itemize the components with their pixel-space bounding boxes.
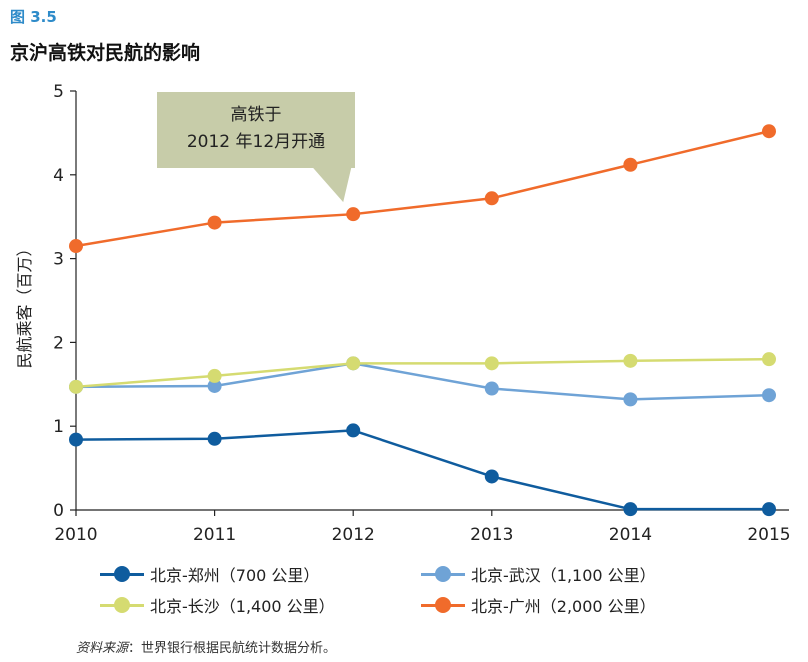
legend-label-zhengzhou: 北京-郑州（700 公里） <box>150 566 320 585</box>
data-point-0-5 <box>762 502 776 517</box>
data-point-3-2 <box>346 207 361 222</box>
legend-label-guangzhou: 北京-广州（2,000 公里） <box>471 597 656 616</box>
data-point-0-0 <box>69 432 83 447</box>
data-point-2-4 <box>623 353 638 368</box>
source-label: 资料来源 <box>76 641 129 656</box>
x-tick-label: 2015 <box>747 525 790 545</box>
y-tick-label: 3 <box>53 250 64 270</box>
legend-item-wuhan: 北京-武汉（1,100 公里） <box>421 562 656 586</box>
x-tick-label: 2014 <box>609 525 652 545</box>
y-tick-label: 1 <box>53 417 64 437</box>
legend-item-zhengzhou: 北京-郑州（700 公里） <box>100 562 319 586</box>
source-text: ：世界银行根据民航统计数据分析。 <box>128 641 337 656</box>
series-line-2 <box>75 357 770 389</box>
data-point-0-3 <box>484 469 499 484</box>
x-tick-label: 2011 <box>193 525 236 545</box>
data-point-0-4 <box>623 502 638 517</box>
annotation-text: 2012 年12月开通 <box>187 132 325 152</box>
legend-marker-wuhan <box>421 566 465 582</box>
data-point-2-3 <box>484 356 499 371</box>
data-point-3-4 <box>623 157 638 172</box>
legend-marker-changsha <box>100 597 144 613</box>
series-line-0 <box>75 429 769 511</box>
series-line-3 <box>75 130 770 248</box>
legend-marker-zhengzhou <box>100 566 144 582</box>
figure-title: 京沪高铁对民航的影响 <box>10 42 201 64</box>
data-point-3-0 <box>69 239 83 254</box>
data-point-2-0 <box>69 379 83 394</box>
data-point-2-1 <box>207 368 222 383</box>
data-point-1-1 <box>207 378 222 393</box>
data-point-2-5 <box>762 352 776 367</box>
data-point-2-2 <box>346 356 361 371</box>
y-tick-label: 2 <box>53 333 64 353</box>
x-tick-label: 2012 <box>332 525 375 545</box>
legend-marker-guangzhou <box>421 597 465 613</box>
data-point-3-1 <box>207 215 222 230</box>
data-point-3-5 <box>762 124 776 139</box>
annotation-box <box>157 92 355 203</box>
x-tick-label: 2013 <box>470 525 513 545</box>
data-point-0-2 <box>346 423 361 438</box>
y-tick-label: 4 <box>53 166 64 186</box>
figure-label: 图 3.5 <box>10 8 57 26</box>
y-tick-label: 0 <box>53 501 64 521</box>
legend-label-wuhan: 北京-武汉（1,100 公里） <box>471 566 656 585</box>
data-point-1-3 <box>484 381 499 396</box>
series-line-1 <box>75 362 770 401</box>
x-tick-label: 2010 <box>54 525 97 545</box>
data-point-1-4 <box>623 392 638 407</box>
data-point-1-5 <box>762 388 776 403</box>
source-note: 资料来源：世界银行根据民航统计数据分析。 <box>76 637 336 656</box>
y-tick-label: 5 <box>53 82 64 102</box>
legend-item-guangzhou: 北京-广州（2,000 公里） <box>421 593 656 617</box>
data-point-3-3 <box>484 191 499 206</box>
legend-item-changsha: 北京-长沙（1,400 公里） <box>100 593 335 617</box>
y-axis-label: 民航乘客（百万） <box>15 240 34 368</box>
data-point-0-1 <box>207 431 222 446</box>
legend-label-changsha: 北京-长沙（1,400 公里） <box>150 597 335 616</box>
annotation-text: 高铁于 <box>231 105 282 125</box>
